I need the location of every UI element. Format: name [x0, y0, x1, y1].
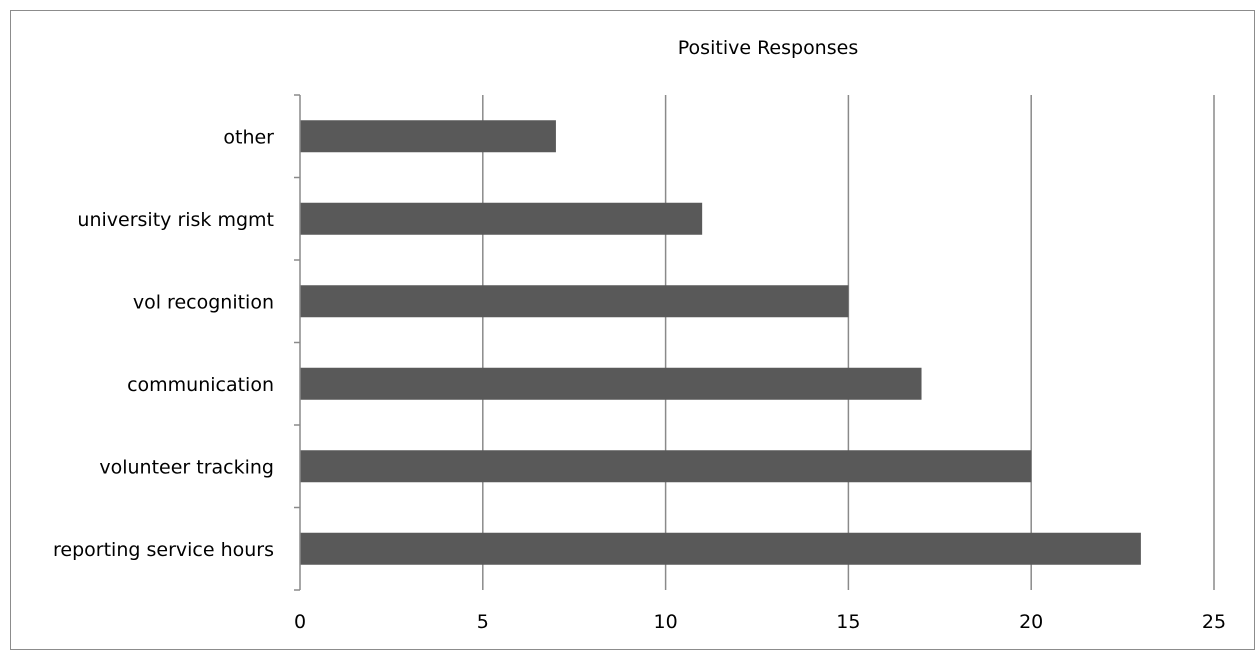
category-label-university-risk-mgmt: university risk mgmt	[77, 209, 274, 231]
labels: 0 5 10 15 20 25 other university risk mgmt vol r…	[53, 126, 1226, 633]
category-label-other: other	[223, 126, 274, 148]
bars	[300, 120, 1141, 565]
category-label-vol-recognition: vol recognition	[133, 291, 274, 313]
gridlines	[482, 95, 1215, 590]
bar-other	[300, 120, 556, 153]
category-label-volunteer-tracking: volunteer tracking	[99, 456, 274, 478]
bar-reporting-service-hours	[300, 532, 1141, 565]
x-tick-label-0: 0	[294, 611, 306, 633]
category-label-communication: communication	[127, 374, 274, 396]
x-tick-label-15: 15	[836, 611, 860, 633]
category-label-reporting-service-hours: reporting service hours	[53, 539, 274, 561]
x-tick-label-10: 10	[654, 611, 678, 633]
bar-university-risk-mgmt	[300, 202, 703, 235]
bar-volunteer-tracking	[300, 450, 1032, 483]
bar-communication	[300, 367, 922, 400]
x-tick-label-25: 25	[1202, 611, 1226, 633]
axes	[294, 94, 301, 591]
x-tick-label-20: 20	[1019, 611, 1043, 633]
bar-vol-recognition	[300, 285, 849, 318]
chart-title: Positive Responses	[678, 37, 858, 59]
x-tick-label-5: 5	[477, 611, 489, 633]
